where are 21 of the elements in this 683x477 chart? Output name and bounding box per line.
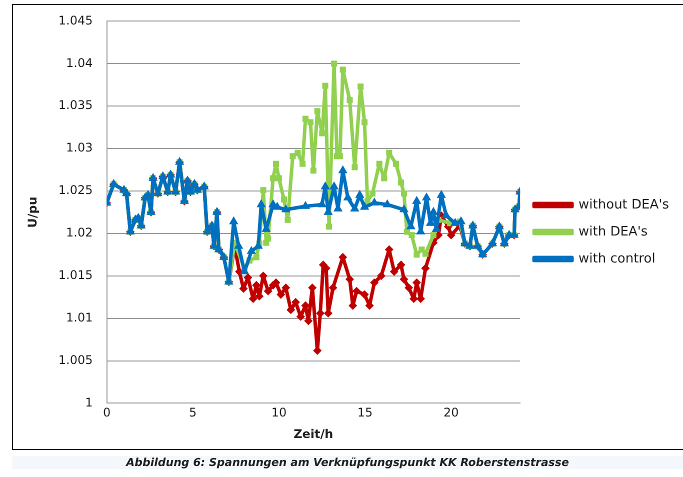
x-tick-label: 10: [271, 406, 287, 420]
y-tick-label: 1.045: [58, 13, 93, 28]
y-tick-label: 1.04: [66, 56, 93, 70]
y-tick-label: 1.005: [58, 352, 93, 367]
x-tick-label: 20: [444, 406, 459, 420]
y-tick-label: 1.02: [66, 226, 93, 240]
legend-label: with DEA's: [578, 224, 648, 240]
y-tick-label: 1.015: [58, 268, 93, 282]
y-tick-label: 1: [85, 395, 93, 410]
y-tick-label: 1.035: [58, 98, 93, 112]
legend-label: without DEA's: [578, 197, 670, 212]
y-tick-label: 1.03: [66, 140, 93, 155]
x-tick-label: 5: [189, 406, 197, 420]
x-tick-label: 0: [102, 406, 111, 420]
x-tick-label: 15: [357, 406, 373, 420]
x-axis-title: Zeit/h: [294, 426, 334, 441]
legend-label: with control: [578, 251, 656, 266]
y-tick-label: 1.01: [66, 310, 93, 324]
text: Abbildung 6: Spannungen am Verknüpfungspunkt KK Roberstenstrasse: [12, 456, 683, 469]
y-axis-title: U/pu: [25, 196, 40, 228]
y-tick-label: 1.025: [58, 183, 93, 198]
